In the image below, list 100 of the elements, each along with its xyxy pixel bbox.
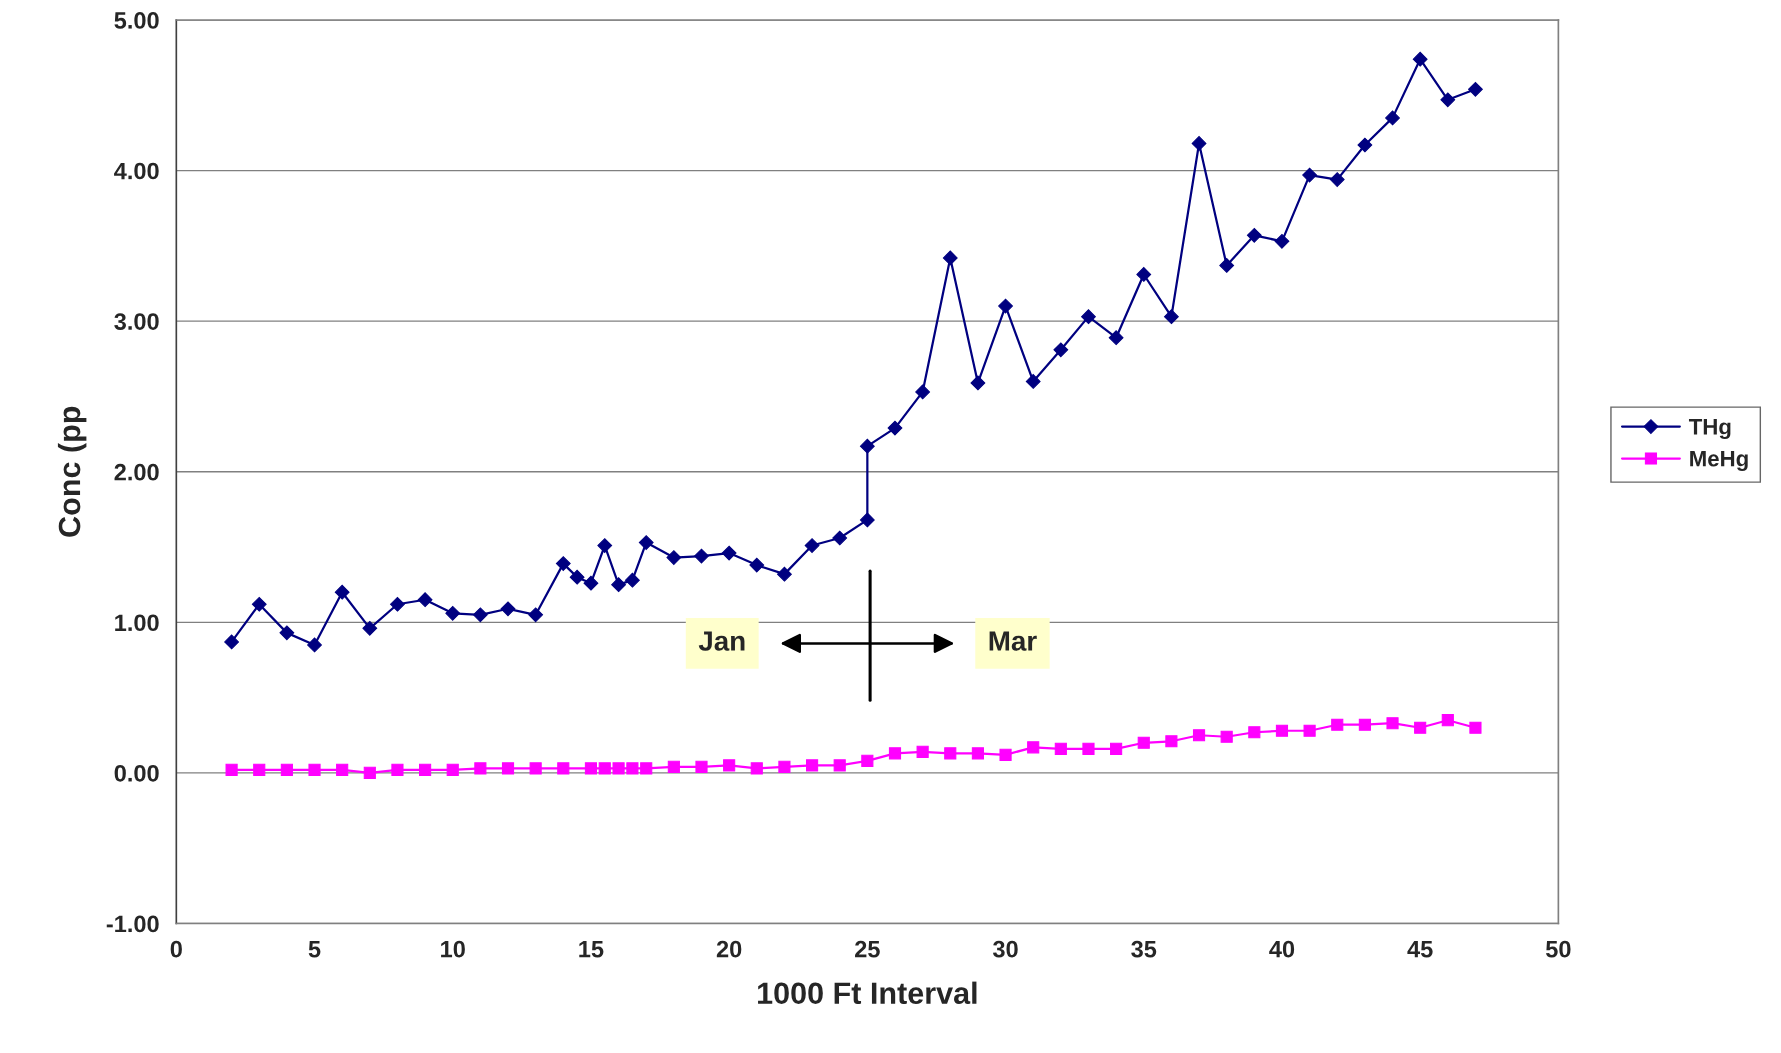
point bbox=[528, 607, 544, 623]
point bbox=[446, 763, 459, 776]
point bbox=[640, 762, 653, 775]
point bbox=[1357, 137, 1373, 153]
point bbox=[308, 763, 321, 776]
point bbox=[1302, 167, 1317, 183]
point bbox=[280, 763, 293, 776]
point bbox=[501, 762, 515, 775]
point bbox=[1054, 742, 1067, 755]
x-tick-label: 0 bbox=[170, 940, 182, 958]
point bbox=[861, 754, 874, 767]
point bbox=[888, 747, 902, 760]
point bbox=[1165, 735, 1178, 748]
point bbox=[1303, 724, 1316, 737]
point bbox=[336, 763, 349, 776]
point bbox=[1414, 721, 1427, 734]
annotation: Jan bbox=[698, 631, 745, 651]
point bbox=[597, 538, 613, 553]
y-axis-title: Conc (pp bbox=[57, 406, 87, 537]
point bbox=[1246, 227, 1262, 243]
point bbox=[1137, 736, 1150, 749]
point bbox=[998, 298, 1013, 314]
point bbox=[778, 760, 791, 773]
point bbox=[583, 575, 599, 591]
point bbox=[1275, 724, 1289, 737]
point bbox=[569, 569, 585, 585]
point bbox=[749, 557, 765, 573]
y-tick-label: 0.00 bbox=[114, 764, 159, 782]
x-tick-label: 20 bbox=[716, 940, 742, 958]
point bbox=[750, 762, 763, 775]
point bbox=[253, 763, 266, 776]
point bbox=[887, 420, 903, 436]
point bbox=[916, 745, 929, 758]
point bbox=[1386, 717, 1399, 730]
legend-label: MeHg bbox=[1690, 451, 1748, 472]
point bbox=[666, 550, 682, 565]
point bbox=[625, 572, 640, 588]
point bbox=[1164, 309, 1179, 325]
point bbox=[445, 605, 461, 621]
point bbox=[1081, 309, 1096, 325]
y-tick-label: 5.00 bbox=[114, 12, 159, 29]
point bbox=[1027, 741, 1040, 754]
point bbox=[362, 620, 378, 636]
point bbox=[1110, 742, 1123, 755]
point bbox=[279, 625, 295, 641]
y-tick-label: 1.00 bbox=[115, 614, 159, 632]
point bbox=[1329, 172, 1345, 188]
point bbox=[390, 596, 405, 612]
point bbox=[598, 762, 611, 775]
point bbox=[1469, 721, 1482, 734]
point bbox=[474, 762, 487, 775]
y-tick-label: 4.00 bbox=[114, 162, 159, 180]
point bbox=[1441, 714, 1454, 727]
point bbox=[417, 592, 433, 608]
point bbox=[1358, 718, 1371, 731]
point bbox=[1385, 110, 1400, 126]
point bbox=[805, 759, 819, 772]
y-tick-label: -1.00 bbox=[106, 915, 159, 933]
x-tick-label: 10 bbox=[441, 940, 465, 958]
point bbox=[555, 556, 571, 571]
point bbox=[1220, 730, 1233, 743]
y-tick-label: 2.00 bbox=[114, 463, 159, 481]
x-tick-label: 45 bbox=[1407, 941, 1433, 958]
point bbox=[695, 760, 708, 773]
point bbox=[612, 762, 625, 775]
point bbox=[694, 548, 709, 564]
point bbox=[970, 375, 986, 391]
point bbox=[472, 607, 488, 623]
point bbox=[1468, 81, 1483, 97]
point bbox=[419, 763, 432, 776]
point bbox=[1082, 742, 1095, 755]
point bbox=[334, 584, 350, 600]
point bbox=[557, 762, 570, 775]
point bbox=[251, 596, 267, 612]
x-axis-title: 1000 Ft Interval bbox=[758, 981, 977, 1005]
point bbox=[944, 747, 957, 760]
point bbox=[1025, 374, 1041, 389]
point bbox=[626, 762, 639, 775]
point bbox=[638, 535, 654, 550]
point bbox=[777, 566, 792, 582]
point bbox=[971, 747, 984, 760]
point bbox=[500, 601, 516, 617]
y-tick-label: 3.00 bbox=[114, 313, 159, 330]
x-tick-label: 25 bbox=[855, 940, 880, 958]
point bbox=[1248, 726, 1261, 739]
x-tick-label: 15 bbox=[579, 941, 604, 958]
x-tick-label: 5 bbox=[308, 941, 321, 958]
point bbox=[225, 763, 238, 776]
point bbox=[1412, 51, 1428, 67]
point bbox=[1053, 342, 1069, 358]
point bbox=[667, 760, 680, 773]
point bbox=[1136, 267, 1152, 282]
point bbox=[1192, 729, 1206, 742]
x-tick-label: 50 bbox=[1545, 940, 1571, 958]
point bbox=[1219, 258, 1235, 273]
point bbox=[307, 637, 322, 653]
point bbox=[391, 763, 404, 776]
legend-label: THg bbox=[1688, 419, 1731, 440]
x-tick-label: 35 bbox=[1131, 940, 1157, 958]
point bbox=[1440, 92, 1456, 108]
